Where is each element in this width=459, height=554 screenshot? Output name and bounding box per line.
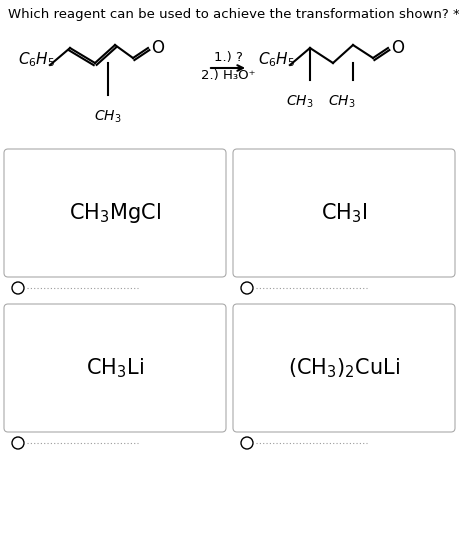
- Text: O: O: [151, 39, 164, 57]
- Circle shape: [12, 282, 24, 294]
- Text: O: O: [390, 39, 403, 57]
- Circle shape: [241, 437, 252, 449]
- Text: CH$_3$MgCl: CH$_3$MgCl: [69, 201, 161, 225]
- FancyBboxPatch shape: [4, 304, 225, 432]
- Text: 2.) H₃O⁺: 2.) H₃O⁺: [200, 69, 255, 83]
- Text: (CH$_3$)$_2$CuLi: (CH$_3$)$_2$CuLi: [287, 356, 399, 380]
- FancyBboxPatch shape: [233, 149, 454, 277]
- FancyBboxPatch shape: [4, 149, 225, 277]
- Text: $C_6H_5$: $C_6H_5$: [18, 50, 55, 69]
- Text: $C_6H_5$: $C_6H_5$: [257, 50, 295, 69]
- Text: CH$_3$Li: CH$_3$Li: [86, 356, 144, 380]
- FancyBboxPatch shape: [233, 304, 454, 432]
- Circle shape: [12, 437, 24, 449]
- Text: 1.) ?: 1.) ?: [213, 52, 242, 64]
- Text: CH$_3$I: CH$_3$I: [320, 201, 366, 225]
- Text: Which reagent can be used to achieve the transformation shown? *: Which reagent can be used to achieve the…: [8, 8, 459, 21]
- Text: $CH_3$: $CH_3$: [328, 94, 355, 110]
- Text: $CH_3$: $CH_3$: [285, 94, 313, 110]
- Text: $CH_3$: $CH_3$: [94, 109, 122, 125]
- Circle shape: [241, 282, 252, 294]
